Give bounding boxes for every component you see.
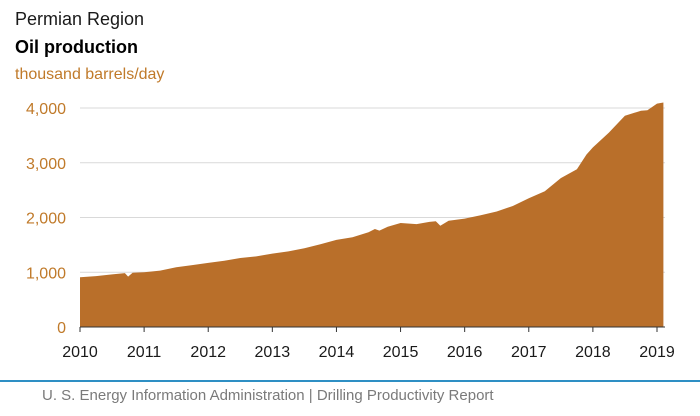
x-tick-label: 2014: [319, 344, 355, 361]
y-tick-label: 3,000: [26, 156, 66, 173]
y-tick-label: 0: [57, 320, 66, 337]
x-tick-labels: 2010 2011 2012 2013 2014 2015 2016 2017 2018 2019: [62, 344, 675, 361]
x-tick-label: 2015: [383, 344, 419, 361]
x-tick-label: 2013: [255, 344, 291, 361]
x-tick-label: 2012: [190, 344, 226, 361]
y-tick-label: 4,000: [26, 101, 66, 118]
chart-title: Oil production: [15, 37, 138, 57]
y-tick-label: 1,000: [26, 265, 66, 282]
x-tick-label: 2018: [575, 344, 611, 361]
x-tick-label: 2010: [62, 344, 98, 361]
y-tick-labels: 0 1,000 2,000 3,000 4,000: [26, 101, 66, 337]
region-label: Permian Region: [15, 9, 145, 29]
y-tick-label: 2,000: [26, 211, 66, 228]
x-tick-label: 2011: [127, 344, 162, 361]
x-tick-label: 2017: [511, 344, 547, 361]
production-area: [80, 102, 664, 327]
area-layer: [80, 102, 664, 327]
x-axis: [79, 326, 665, 332]
x-tick-label: 2016: [447, 344, 483, 361]
x-tick-label: 2019: [639, 344, 675, 361]
footer-divider: [0, 380, 700, 382]
unit-label: thousand barrels/day: [15, 66, 165, 83]
source-credit: U. S. Energy Information Administration …: [42, 387, 494, 404]
